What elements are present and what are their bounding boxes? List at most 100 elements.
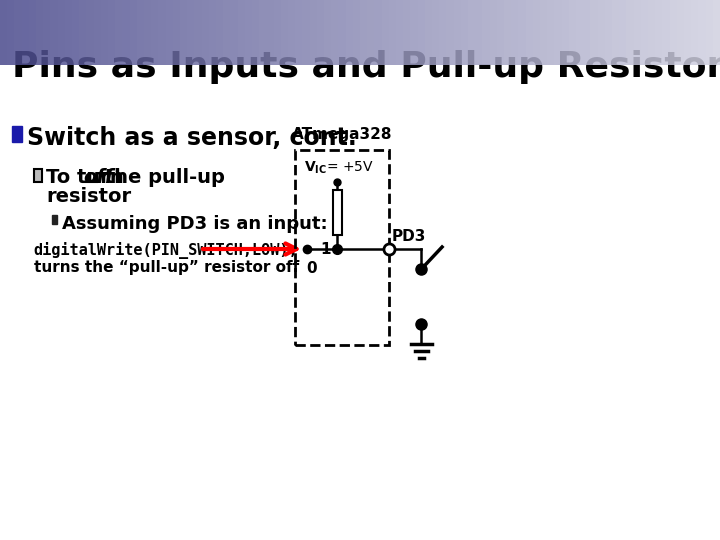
Bar: [0, 0, 7, 65]
Bar: [468, 0, 475, 65]
Text: the pull-up: the pull-up: [98, 168, 225, 187]
Bar: [29, 0, 36, 65]
Bar: [410, 0, 418, 65]
Bar: [353, 0, 360, 65]
Text: $\mathbf{V_{IC}}$= +5V: $\mathbf{V_{IC}}$= +5V: [304, 160, 374, 177]
Bar: [22, 0, 29, 65]
Bar: [605, 0, 612, 65]
Bar: [259, 0, 266, 65]
Bar: [590, 0, 598, 65]
Bar: [338, 0, 346, 65]
Bar: [367, 0, 374, 65]
Bar: [79, 0, 86, 65]
Bar: [173, 0, 180, 65]
Bar: [655, 0, 662, 65]
Bar: [180, 0, 187, 65]
Bar: [295, 150, 390, 345]
Bar: [86, 0, 94, 65]
Bar: [194, 0, 202, 65]
Bar: [648, 0, 655, 65]
Bar: [439, 0, 446, 65]
Bar: [598, 0, 605, 65]
Bar: [706, 0, 713, 65]
Bar: [691, 0, 698, 65]
Bar: [333, 190, 341, 235]
Bar: [209, 0, 216, 65]
Bar: [626, 0, 634, 65]
Bar: [346, 0, 353, 65]
Bar: [432, 0, 439, 65]
Bar: [144, 0, 151, 65]
Bar: [151, 0, 158, 65]
Bar: [331, 0, 338, 65]
Text: Pins as Inputs and Pull-up Resistors - 3: Pins as Inputs and Pull-up Resistors - 3: [12, 50, 720, 84]
Bar: [245, 0, 252, 65]
Bar: [403, 0, 410, 65]
Text: turns the “pull-up” resistor off: turns the “pull-up” resistor off: [34, 260, 299, 275]
Bar: [569, 0, 576, 65]
Bar: [677, 0, 684, 65]
Text: resistor: resistor: [47, 187, 132, 206]
Bar: [295, 0, 302, 65]
Bar: [130, 0, 137, 65]
Bar: [7, 0, 14, 65]
Bar: [324, 0, 331, 65]
Bar: [576, 0, 583, 65]
Bar: [511, 0, 518, 65]
FancyBboxPatch shape: [52, 215, 58, 224]
Text: Switch as a sensor, cont.: Switch as a sensor, cont.: [27, 126, 357, 150]
Bar: [43, 0, 50, 65]
Bar: [108, 0, 115, 65]
Bar: [360, 0, 367, 65]
Bar: [540, 0, 547, 65]
Bar: [670, 0, 677, 65]
Bar: [662, 0, 670, 65]
FancyBboxPatch shape: [12, 126, 22, 142]
Bar: [475, 0, 482, 65]
Bar: [187, 0, 194, 65]
Bar: [230, 0, 238, 65]
Text: 1: 1: [320, 241, 331, 256]
Bar: [58, 0, 65, 65]
Bar: [482, 0, 490, 65]
Bar: [526, 0, 533, 65]
Bar: [281, 0, 288, 65]
Bar: [497, 0, 504, 65]
Bar: [504, 0, 511, 65]
Bar: [310, 0, 317, 65]
Bar: [446, 0, 454, 65]
Bar: [36, 0, 43, 65]
Bar: [252, 0, 259, 65]
Bar: [389, 0, 396, 65]
Bar: [490, 0, 497, 65]
Bar: [317, 0, 324, 65]
Text: digitalWrite(PIN_SWITCH,LOW);: digitalWrite(PIN_SWITCH,LOW);: [34, 242, 298, 259]
Bar: [137, 0, 144, 65]
Bar: [713, 0, 720, 65]
Bar: [684, 0, 691, 65]
Bar: [94, 0, 101, 65]
Bar: [418, 0, 425, 65]
Bar: [374, 0, 382, 65]
Bar: [216, 0, 223, 65]
Text: Assuming PD3 is an input:: Assuming PD3 is an input:: [62, 215, 328, 233]
Bar: [461, 0, 468, 65]
Bar: [101, 0, 108, 65]
Bar: [382, 0, 389, 65]
Bar: [583, 0, 590, 65]
Bar: [454, 0, 461, 65]
Bar: [288, 0, 295, 65]
Bar: [533, 0, 540, 65]
Text: PD3: PD3: [392, 229, 426, 244]
Text: off: off: [84, 168, 114, 187]
Text: ATmega328: ATmega328: [292, 127, 392, 142]
Bar: [238, 0, 245, 65]
Bar: [641, 0, 648, 65]
Bar: [72, 0, 79, 65]
Bar: [166, 0, 173, 65]
Bar: [547, 0, 554, 65]
Bar: [122, 0, 130, 65]
Bar: [425, 0, 432, 65]
Bar: [562, 0, 569, 65]
Bar: [554, 0, 562, 65]
